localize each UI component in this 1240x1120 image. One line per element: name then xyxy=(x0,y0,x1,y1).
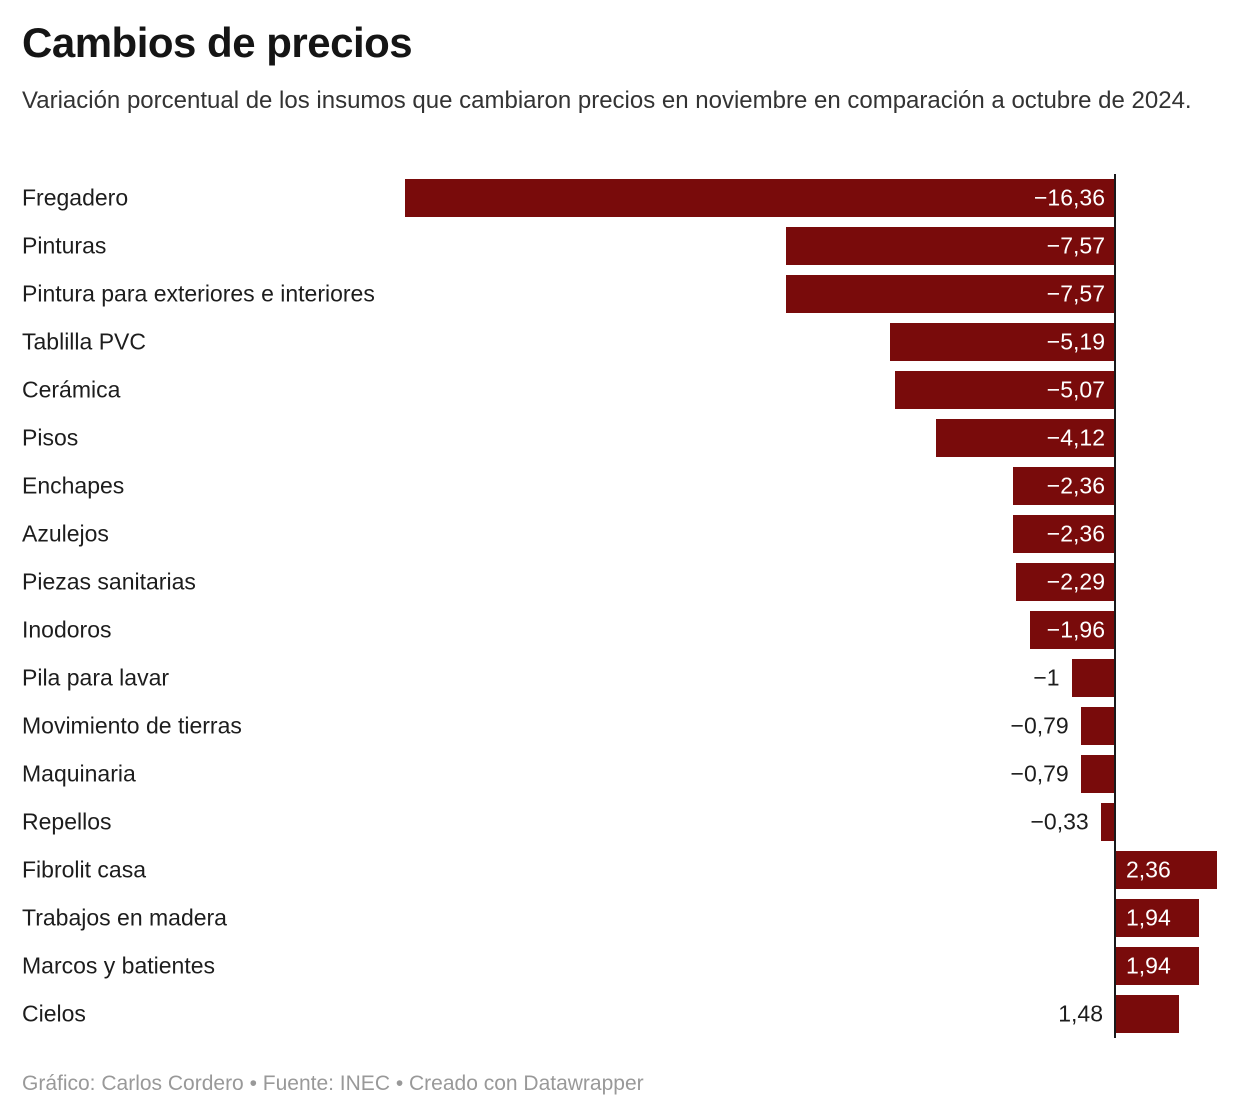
category-label: Marcos y batientes xyxy=(22,952,216,979)
category-label: Pinturas xyxy=(22,232,107,259)
bar xyxy=(1012,515,1115,553)
bar-row: Marcos y batientes 1,94 xyxy=(0,942,1240,990)
bar-chart: Fregadero −16,36 Pinturas −7,57 Pintura … xyxy=(0,174,1240,1038)
value-label: 1,94 xyxy=(1126,904,1171,931)
bar xyxy=(1115,995,1180,1033)
bar xyxy=(1080,707,1115,745)
bar-row: Fregadero −16,36 xyxy=(0,174,1240,222)
bar xyxy=(1015,563,1115,601)
category-label: Trabajos en madera xyxy=(22,904,227,931)
value-label: −2,36 xyxy=(1046,472,1105,499)
value-label: 2,36 xyxy=(1126,856,1171,883)
bar-row: Movimiento de tierras −0,79 xyxy=(0,702,1240,750)
bar xyxy=(786,227,1115,265)
bar-row: Pintura para exteriores e interiores −7,… xyxy=(0,270,1240,318)
value-label: −2,29 xyxy=(1046,568,1105,595)
value-label: −5,19 xyxy=(1046,328,1105,355)
value-label: −2,36 xyxy=(1046,520,1105,547)
bar xyxy=(1029,611,1115,649)
bar xyxy=(404,179,1115,217)
bar xyxy=(1080,755,1115,793)
bar-row: Pinturas −7,57 xyxy=(0,222,1240,270)
bar-row: Inodoros −1,96 xyxy=(0,606,1240,654)
category-label: Enchapes xyxy=(22,472,125,499)
bar-row: Pisos −4,12 xyxy=(0,414,1240,462)
baseline-axis xyxy=(1114,174,1116,1038)
bar xyxy=(936,419,1115,457)
value-label: −7,57 xyxy=(1046,280,1105,307)
category-label: Cerámica xyxy=(22,376,121,403)
bar-row: Trabajos en madera 1,94 xyxy=(0,894,1240,942)
bar-row: Azulejos −2,36 xyxy=(0,510,1240,558)
bar xyxy=(786,275,1115,313)
value-label: −0,79 xyxy=(1010,712,1069,739)
category-label: Repellos xyxy=(22,808,112,835)
chart-header: Cambios de precios Variación porcentual … xyxy=(22,19,1218,118)
bar xyxy=(1115,851,1218,889)
bar xyxy=(1115,947,1200,985)
value-label: −5,07 xyxy=(1046,376,1105,403)
category-label: Cielos xyxy=(22,1000,86,1027)
value-label: −4,12 xyxy=(1046,424,1105,451)
value-label: −7,57 xyxy=(1046,232,1105,259)
chart-subtitle: Variación porcentual de los insumos que … xyxy=(22,87,1192,115)
category-label: Pisos xyxy=(22,424,79,451)
value-label: 1,94 xyxy=(1126,952,1171,979)
category-label: Pila para lavar xyxy=(22,664,170,691)
category-label: Tablilla PVC xyxy=(22,328,146,355)
footer-credits: Gráfico: Carlos Cordero • Fuente: INEC •… xyxy=(22,1072,644,1095)
category-label: Fregadero xyxy=(22,184,129,211)
bar xyxy=(894,371,1115,409)
value-label: −16,36 xyxy=(1034,184,1105,211)
category-label: Movimiento de tierras xyxy=(22,712,242,739)
category-label: Pintura para exteriores e interiores xyxy=(22,280,375,307)
value-label: −1,96 xyxy=(1046,616,1105,643)
bar xyxy=(1100,803,1115,841)
value-label: −0,79 xyxy=(1010,760,1069,787)
chart-title: Cambios de precios xyxy=(22,19,413,66)
category-label: Inodoros xyxy=(22,616,112,643)
category-label: Fibrolit casa xyxy=(22,856,146,883)
category-label: Azulejos xyxy=(22,520,109,547)
chart-footer: Gráfico: Carlos Cordero • Fuente: INEC •… xyxy=(22,1072,644,1096)
bar xyxy=(1071,659,1115,697)
bar-row: Enchapes −2,36 xyxy=(0,462,1240,510)
bar-row: Maquinaria −0,79 xyxy=(0,750,1240,798)
bar-row: Tablilla PVC −5,19 xyxy=(0,318,1240,366)
bar-row: Cielos 1,48 xyxy=(0,990,1240,1038)
bar xyxy=(1012,467,1115,505)
value-label: −0,33 xyxy=(1030,808,1089,835)
bar-row: Fibrolit casa 2,36 xyxy=(0,846,1240,894)
bar xyxy=(889,323,1115,361)
bar-row: Repellos −0,33 xyxy=(0,798,1240,846)
bar-row: Cerámica −5,07 xyxy=(0,366,1240,414)
bar-row: Piezas sanitarias −2,29 xyxy=(0,558,1240,606)
category-label: Piezas sanitarias xyxy=(22,568,196,595)
category-label: Maquinaria xyxy=(22,760,136,787)
bar-row: Pila para lavar −1 xyxy=(0,654,1240,702)
value-label: −1 xyxy=(1033,664,1060,691)
bar xyxy=(1115,899,1200,937)
value-label: 1,48 xyxy=(1058,1000,1103,1027)
